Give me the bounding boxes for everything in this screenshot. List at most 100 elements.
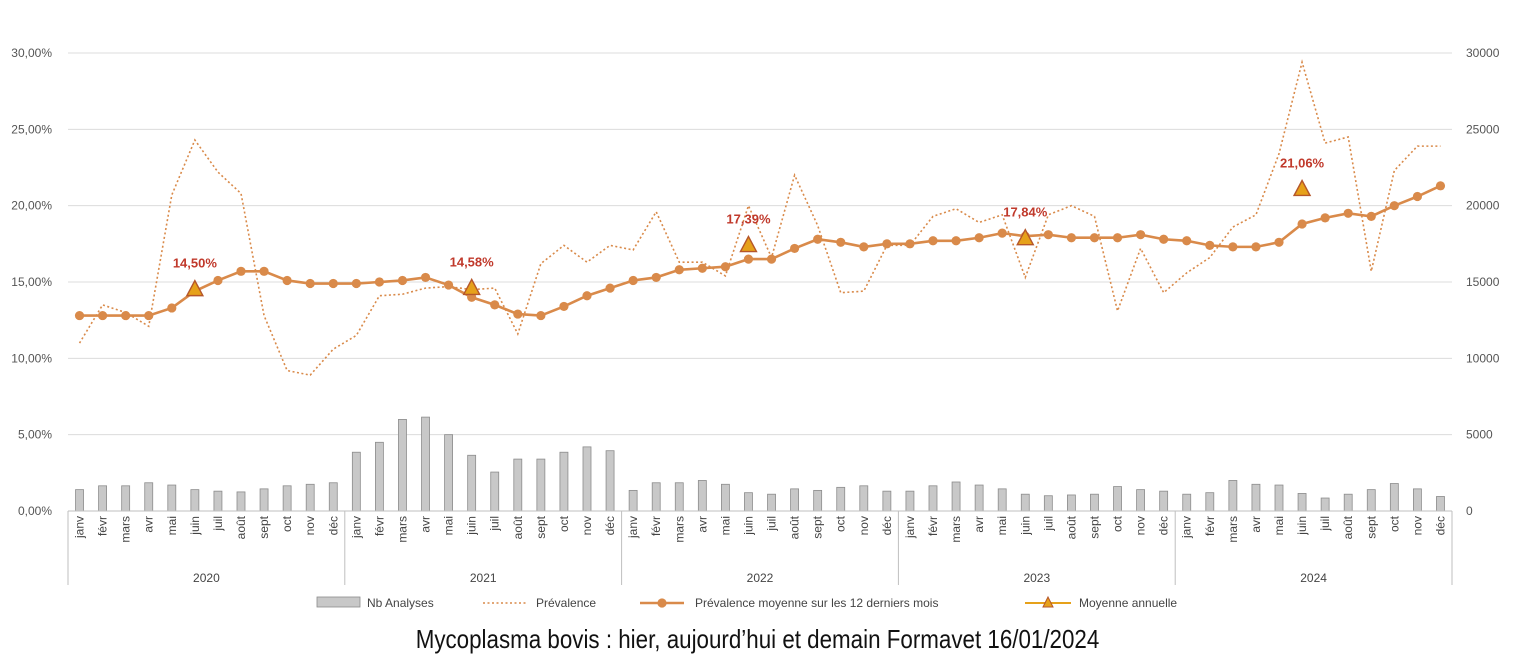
bar	[1389, 483, 1399, 512]
rolling-mean-point	[997, 228, 1007, 238]
rolling-mean-point	[236, 266, 246, 276]
rolling-mean-point	[1205, 240, 1215, 250]
legend-label: Prévalence	[536, 596, 596, 610]
bar	[536, 458, 546, 512]
bar	[1182, 493, 1192, 512]
annual-mean-marker	[1016, 228, 1035, 246]
bar	[1251, 483, 1261, 512]
month-tick-label: juil	[765, 516, 779, 532]
bar	[444, 434, 454, 512]
month-tick-label: oct	[557, 515, 571, 532]
month-tick-label: janv	[73, 516, 87, 539]
bar	[167, 484, 177, 512]
right-tick-label: 10000	[1466, 351, 1500, 365]
legend-triangle-swatch	[1042, 595, 1054, 608]
month-tick-label: mars	[672, 516, 686, 543]
left-axis-ticks: 0,00% 5,00% 10,00% 15,00% 20,00% 25,00% 30,00%	[11, 46, 52, 518]
bar	[974, 484, 984, 512]
legend-label: Moyenne annuelle	[1079, 596, 1177, 610]
bar	[559, 451, 569, 512]
month-tick-label: juin	[1018, 516, 1032, 536]
bar	[259, 488, 269, 512]
bar	[328, 482, 338, 512]
bar	[190, 489, 200, 512]
x-axis: janv févr mars avr mai juin juil août sept oct nov…	[67, 510, 1453, 585]
rolling-mean-point	[766, 254, 777, 264]
month-tick-label: août	[234, 515, 248, 539]
bar	[1366, 489, 1376, 512]
month-tick-label: déc	[880, 516, 894, 535]
right-axis-ticks: 0 5000 10000 15000 20000 25000 30000	[1466, 46, 1500, 518]
month-tick-label: févr	[1203, 516, 1217, 536]
rolling-mean-point	[1435, 181, 1446, 191]
rolling-mean-point	[813, 234, 823, 244]
annual-mean-marker	[1292, 178, 1312, 197]
rolling-mean-point	[328, 278, 338, 289]
right-tick-label: 5000	[1466, 428, 1493, 442]
rolling-mean-point	[1343, 208, 1353, 218]
bar	[859, 485, 869, 512]
month-tick-label: févr	[926, 516, 940, 536]
bar	[1090, 493, 1099, 512]
rolling-mean-point	[928, 236, 938, 246]
rolling-mean-point	[651, 272, 661, 283]
month-tick-label: nov	[580, 516, 594, 535]
rolling-mean-point	[743, 254, 754, 264]
year-label: 2024	[1300, 571, 1327, 585]
bar	[790, 488, 799, 512]
month-tick-label: juil	[488, 516, 502, 532]
month-tick-label: mai	[1272, 516, 1286, 535]
annual-mean-marker	[185, 279, 205, 297]
bar	[1136, 489, 1145, 512]
rolling-mean-point	[974, 233, 984, 243]
left-tick-label: 20,00%	[11, 199, 52, 213]
rolling-mean-point	[559, 301, 569, 312]
rolling-mean-point	[444, 280, 454, 290]
rolling-mean-line	[74, 181, 1446, 321]
rolling-mean-point	[605, 283, 615, 293]
prevalence-series-line	[78, 59, 1441, 377]
rolling-mean-point	[1159, 234, 1169, 244]
bar	[628, 489, 638, 512]
rolling-mean-point	[1366, 211, 1376, 221]
legend-bar-swatch	[316, 596, 361, 608]
month-tick-label: juin	[1295, 516, 1309, 536]
rolling-mean-point	[74, 310, 85, 321]
annual-mean-label: 17,39%	[726, 212, 771, 227]
left-tick-label: 5,00%	[18, 428, 52, 442]
annual-mean-marker	[462, 277, 481, 296]
bar	[1159, 490, 1169, 512]
rolling-mean-point	[536, 310, 546, 321]
bar	[1320, 497, 1330, 512]
rolling-mean-point	[951, 236, 961, 246]
rolling-mean-point	[1112, 233, 1123, 243]
bar	[1205, 492, 1215, 512]
year-label: 2023	[1023, 571, 1050, 585]
month-tick-label: juil	[211, 516, 225, 532]
rolling-mean-point	[144, 310, 154, 321]
month-tick-label: nov	[303, 516, 317, 535]
legend-label: Prévalence moyenne sur les 12 derniers m…	[695, 596, 938, 610]
month-tick-label: avr	[419, 516, 433, 533]
month-tick-label: oct	[1111, 515, 1125, 532]
legend: Nb Analyses Prévalence Prévalence moyenne …	[316, 595, 1177, 610]
month-tick-label: oct	[834, 515, 848, 532]
rolling-mean-point	[1412, 191, 1422, 202]
bar	[513, 458, 523, 512]
bar	[721, 483, 730, 512]
right-tick-label: 20000	[1466, 199, 1500, 213]
grid	[68, 52, 1452, 436]
rolling-mean-point	[582, 291, 592, 301]
rolling-mean-point	[490, 300, 500, 310]
bar	[351, 451, 361, 512]
month-tick-label: mars	[949, 516, 963, 543]
rolling-mean-point	[1136, 230, 1146, 240]
rolling-mean-point	[98, 310, 108, 321]
bar	[75, 489, 84, 512]
bar	[121, 485, 131, 512]
rolling-mean-point	[259, 266, 269, 276]
rolling-mean-point	[905, 239, 915, 249]
rolling-mean-point	[859, 242, 869, 252]
caption: Mycoplasma bovis : hier, aujourd’hui et …	[415, 624, 1100, 654]
month-tick-label: mai	[442, 516, 456, 535]
